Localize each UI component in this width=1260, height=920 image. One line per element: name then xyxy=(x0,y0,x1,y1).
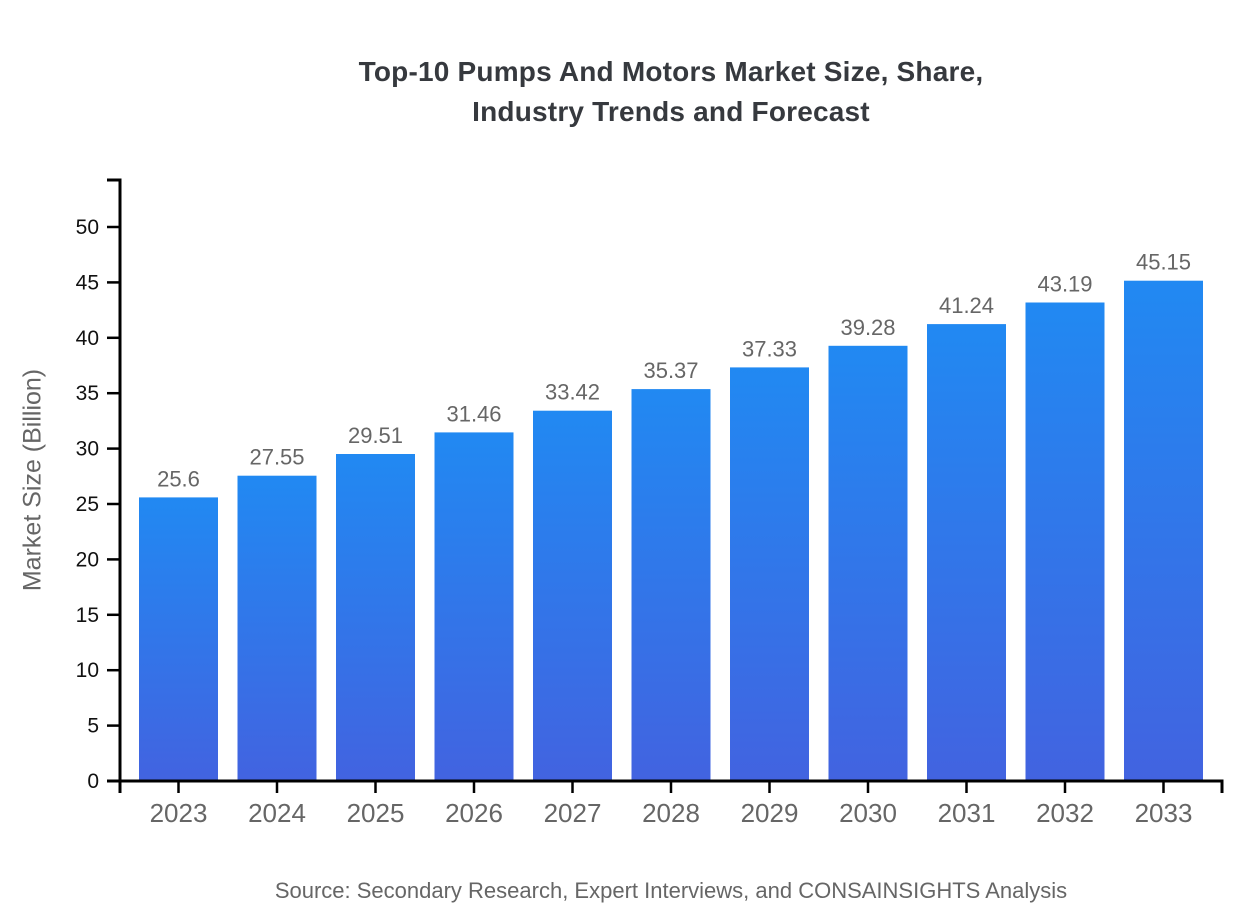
chart-title-line1: Top-10 Pumps And Motors Market Size, Sha… xyxy=(358,56,984,87)
y-tick-label-40: 40 xyxy=(76,327,99,350)
y-tick-label-5: 5 xyxy=(87,715,99,738)
bar-value-label-2027: 33.42 xyxy=(545,380,600,405)
bar-2026 xyxy=(434,432,514,781)
bar-2030 xyxy=(828,345,908,781)
bar-2033 xyxy=(1124,280,1203,781)
y-axis-line xyxy=(107,178,122,793)
bar-value-label-2025: 29.51 xyxy=(348,423,403,448)
chart-title-line2: Industry Trends and Forecast xyxy=(472,96,870,127)
x-tick-label-2023: 2023 xyxy=(150,798,208,828)
y-tick-label-20: 20 xyxy=(76,548,99,571)
x-tick-label-2031: 2031 xyxy=(938,798,996,828)
bar-2032 xyxy=(1025,302,1105,781)
y-tick-label-15: 15 xyxy=(76,604,99,627)
bar-2031 xyxy=(927,324,1006,781)
y-tick-label-0: 0 xyxy=(87,770,99,793)
bar-2027 xyxy=(533,410,612,781)
bar-value-label-2029: 37.33 xyxy=(742,336,797,361)
x-tick-label-2030: 2030 xyxy=(839,798,897,828)
y-tick-label-35: 35 xyxy=(76,382,99,405)
bar-value-label-2033: 45.15 xyxy=(1136,250,1191,275)
x-tick-label-2026: 2026 xyxy=(445,798,503,828)
y-tick-label-45: 45 xyxy=(76,271,99,294)
bar-value-label-2032: 43.19 xyxy=(1037,272,1092,297)
x-tick-label-2027: 2027 xyxy=(544,798,602,828)
bar-2025 xyxy=(336,454,415,781)
x-tick-label-2032: 2032 xyxy=(1036,798,1094,828)
y-tick-label-10: 10 xyxy=(76,659,99,682)
x-tick-label-2025: 2025 xyxy=(347,798,405,828)
bar-2024 xyxy=(237,475,317,781)
bar-2029 xyxy=(730,367,809,781)
bar-value-label-2023: 25.6 xyxy=(157,466,200,491)
source-note: Source: Secondary Research, Expert Inter… xyxy=(274,878,1068,903)
bar-value-label-2028: 35.37 xyxy=(643,358,698,383)
bar-2023 xyxy=(139,497,218,781)
y-tick-label-25: 25 xyxy=(76,493,99,516)
x-tick-label-2028: 2028 xyxy=(642,798,700,828)
bar-value-label-2030: 39.28 xyxy=(840,315,895,340)
y-tick-label-50: 50 xyxy=(76,216,99,239)
x-axis-line xyxy=(107,779,1224,793)
bar-value-label-2031: 41.24 xyxy=(939,293,994,318)
x-tick-label-2033: 2033 xyxy=(1135,798,1193,828)
bar-value-label-2024: 27.55 xyxy=(249,445,304,470)
bar-2028 xyxy=(631,389,711,781)
chart-title: Top-10 Pumps And Motors Market Size, Sha… xyxy=(120,52,1222,132)
bar-value-label-2026: 31.46 xyxy=(446,401,501,426)
y-tick-label-30: 30 xyxy=(76,438,99,461)
x-tick-label-2024: 2024 xyxy=(248,798,306,828)
x-tick-label-2029: 2029 xyxy=(741,798,799,828)
